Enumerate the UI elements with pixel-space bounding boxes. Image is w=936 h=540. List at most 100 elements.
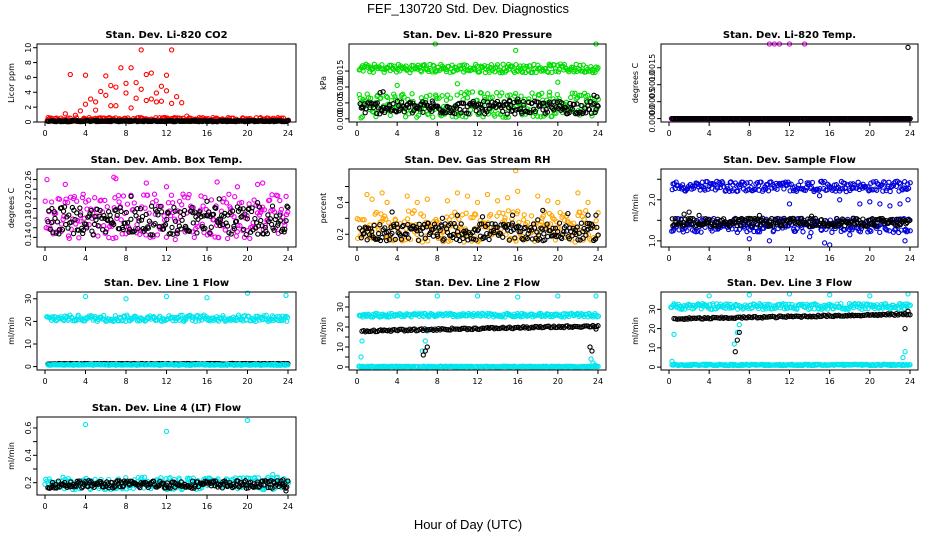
data-point	[80, 191, 86, 197]
panel-title: Stan. Dev. Li-820 Pressure	[403, 30, 553, 41]
data-point	[500, 61, 506, 67]
data-point	[444, 198, 451, 204]
data-point	[383, 237, 390, 244]
data-point	[160, 226, 167, 232]
data-point	[470, 236, 477, 242]
data-point	[737, 222, 743, 228]
data-point	[123, 80, 129, 87]
data-point	[563, 223, 569, 229]
data-point	[66, 235, 72, 242]
data-point	[71, 207, 77, 213]
x-tick-label: 0	[666, 129, 671, 138]
data-point	[123, 90, 129, 96]
data-point	[746, 236, 752, 242]
data-point	[735, 188, 741, 194]
data-point	[905, 185, 912, 192]
data-point	[578, 220, 585, 226]
data-point	[468, 214, 474, 221]
data-point	[359, 338, 365, 344]
data-point	[201, 213, 207, 219]
data-point	[542, 237, 548, 243]
data-point	[134, 206, 140, 212]
data-point	[158, 98, 165, 104]
data-point	[116, 199, 122, 205]
data-point	[528, 213, 535, 219]
data-point	[575, 237, 581, 243]
y-axis-label: ml/min	[631, 194, 640, 222]
data-point	[60, 216, 66, 222]
data-point	[162, 222, 169, 228]
data-point	[450, 231, 456, 238]
data-point	[145, 225, 152, 231]
data-point	[896, 180, 903, 186]
data-point	[414, 228, 420, 234]
data-point	[787, 188, 793, 194]
panel-stan-dev-gas-stream-rh: Stan. Dev. Gas Stream RH0 4 8 12 16 20 240.20.…	[319, 155, 607, 263]
data-point	[74, 217, 81, 224]
data-point	[213, 205, 219, 211]
data-point	[378, 211, 384, 217]
data-point	[392, 93, 398, 100]
data-point	[566, 236, 572, 242]
data-point	[80, 230, 86, 237]
y-tick-label: 0.0000	[648, 105, 657, 133]
data-point	[425, 68, 432, 75]
data-point	[398, 236, 405, 242]
data-point	[520, 98, 527, 105]
data-point	[595, 103, 601, 109]
data-point	[478, 90, 484, 96]
data-point	[529, 236, 536, 242]
data-point	[172, 218, 179, 224]
data-point	[48, 199, 55, 205]
series-0	[356, 293, 602, 369]
x-tick-label: 16	[513, 377, 523, 386]
data-point	[806, 180, 812, 186]
data-point	[72, 112, 79, 118]
data-point	[394, 225, 401, 231]
data-point	[74, 198, 80, 204]
data-point	[90, 232, 96, 238]
data-point	[571, 101, 577, 108]
data-point	[123, 296, 129, 302]
data-point	[76, 235, 82, 241]
y-tick-label: 6	[24, 75, 33, 80]
data-point	[92, 195, 98, 201]
data-point	[454, 92, 460, 98]
data-point	[525, 230, 531, 237]
data-point	[505, 208, 511, 214]
data-point	[44, 176, 50, 183]
data-point	[128, 105, 134, 111]
x-tick-label: 24	[283, 254, 293, 263]
data-point	[204, 295, 210, 301]
data-point	[152, 220, 158, 227]
y-axis-label: Licor ppm	[7, 63, 16, 103]
data-point	[588, 64, 594, 70]
data-point	[521, 212, 527, 218]
data-point	[95, 223, 101, 229]
data-point	[382, 225, 388, 231]
data-point	[545, 198, 551, 204]
data-point	[61, 213, 67, 219]
data-point	[58, 221, 65, 227]
data-point	[249, 205, 255, 211]
data-point	[239, 199, 245, 206]
plot-frame	[660, 43, 919, 123]
data-point	[679, 182, 686, 188]
y-tick-label: 0.0010	[648, 71, 657, 99]
data-point	[519, 69, 526, 75]
data-point	[269, 203, 276, 209]
data-point	[59, 227, 66, 233]
panel-stan-dev-amb-box-temp: Stan. Dev. Amb. Box Temp.0 4 8 12 16 20 240.14…	[7, 155, 297, 263]
data-point	[535, 217, 541, 223]
data-point	[124, 220, 131, 226]
data-point	[449, 213, 455, 219]
data-point	[793, 188, 800, 194]
data-point	[82, 72, 89, 78]
data-point	[234, 229, 240, 235]
data-point	[108, 82, 114, 89]
x-tick-label: 20	[553, 377, 563, 386]
data-point	[425, 238, 431, 244]
x-tick-label: 12	[784, 129, 794, 138]
